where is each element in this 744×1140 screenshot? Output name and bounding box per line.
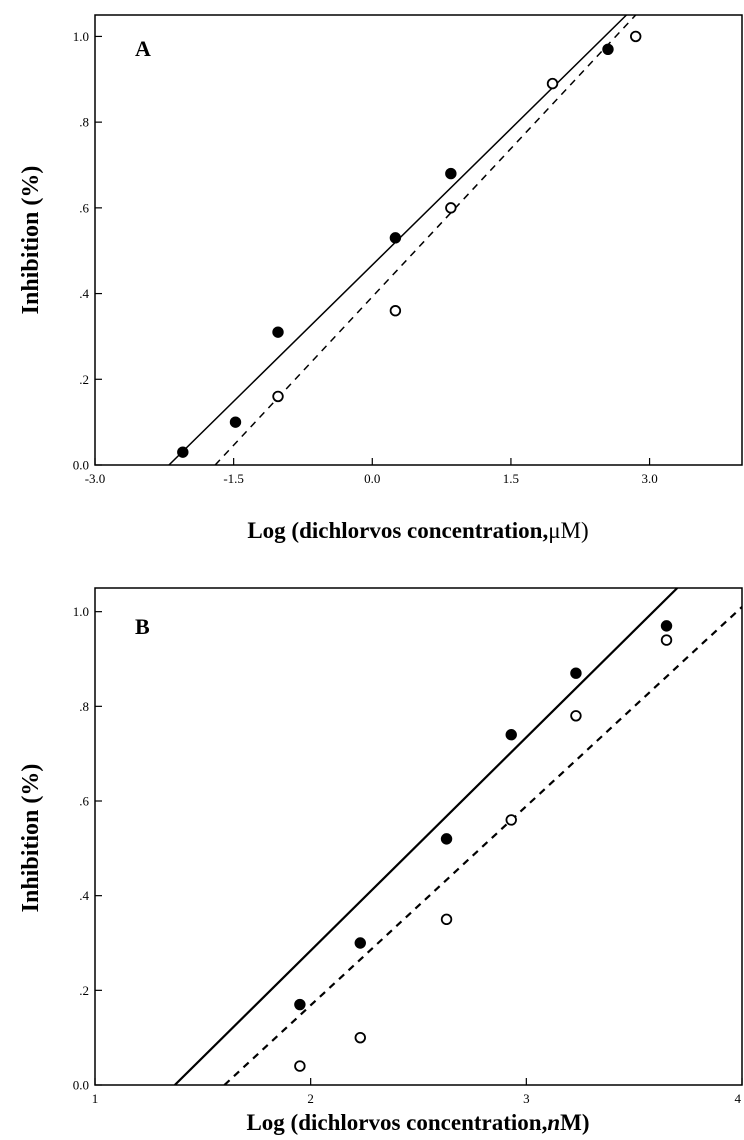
filled-data-point: [294, 998, 306, 1011]
x-tick-label: 1.5: [503, 471, 519, 486]
open-data-point: [546, 77, 559, 90]
plot-area-b: [174, 588, 742, 1085]
y-tick-label: .8: [79, 115, 89, 130]
y-tick-label: .4: [79, 286, 89, 301]
open-data-point: [660, 634, 673, 646]
x-tick-label: -3.0: [85, 471, 106, 486]
open-data-point: [445, 202, 457, 214]
x-axis-title-b-suffix: M): [560, 1110, 589, 1135]
plot-frame-a: [94, 14, 743, 466]
solid-fit-line: [174, 588, 679, 1085]
filled-data-point: [570, 667, 582, 679]
panel-label-b: B: [135, 614, 150, 639]
y-ticks-a: 0.0 .2 .4 .6 .8 1.0: [73, 29, 102, 473]
x-axis-title-a-unit: μM: [548, 518, 581, 543]
filled-data-point: [445, 167, 457, 180]
open-data-point: [294, 1060, 306, 1072]
x-axis-title-b: Log (dichlorvos concentration,nM): [246, 1110, 589, 1135]
chart-panel-a: 0.0 .2 .4 .6 .8 1.0 -3.0 -1.5 0.0 1.5 3.0 A Inhib…: [18, 14, 743, 543]
x-tick-label: 1: [92, 1091, 99, 1106]
x-tick-label: 0.0: [364, 471, 380, 486]
x-ticks-b: 1 2 3 4: [92, 1078, 743, 1106]
y-tick-label: 0.0: [73, 458, 89, 473]
dashed-fit-line: [214, 15, 637, 465]
open-data-point: [630, 30, 642, 43]
filled-data-point: [177, 446, 189, 458]
y-tick-label: 1.0: [73, 604, 89, 619]
y-tick-label: .2: [79, 372, 89, 387]
filled-data-point: [660, 620, 673, 632]
filled-data-point: [272, 326, 284, 338]
y-axis-title-b: Inhibition (%): [18, 764, 44, 913]
dashed-fit-line: [223, 606, 742, 1085]
x-tick-label: 3: [523, 1091, 530, 1106]
x-axis-title-a-suffix: ): [581, 518, 589, 543]
open-data-point: [354, 1031, 366, 1044]
y-tick-label: .4: [79, 888, 89, 903]
x-tick-label: 2: [307, 1091, 314, 1106]
open-data-point: [389, 305, 402, 317]
y-axis-title-a: Inhibition (%): [18, 166, 44, 315]
x-axis-title-b-unit: n: [547, 1110, 560, 1135]
filled-data-point: [354, 937, 366, 949]
filled-data-point: [229, 416, 242, 428]
x-tick-label: 3.0: [641, 471, 657, 486]
chart-panel-b: 0.0 .2 .4 .6 .8 1.0 1 2 3 4 B Inhibition (%) Log…: [18, 587, 743, 1135]
x-tick-label: 4: [735, 1091, 742, 1106]
y-tick-label: .2: [79, 983, 89, 998]
x-tick-label: -1.5: [223, 471, 244, 486]
open-data-point: [505, 814, 517, 826]
x-ticks-a: -3.0 -1.5 0.0 1.5 3.0: [85, 458, 658, 486]
x-axis-title-b-prefix: Log (dichlorvos concentration,: [246, 1110, 547, 1135]
filled-data-point: [505, 729, 517, 741]
y-tick-label: 1.0: [73, 29, 89, 44]
filled-data-point: [389, 232, 402, 244]
y-tick-label: .8: [79, 699, 89, 714]
panel-label-a: A: [135, 36, 151, 61]
x-axis-title-a: Log (dichlorvos concentration,μM): [247, 518, 588, 543]
y-tick-label: .6: [79, 200, 89, 215]
filled-data-point: [440, 833, 453, 845]
plot-frame-b: [94, 587, 743, 1086]
open-data-point: [272, 390, 284, 403]
y-ticks-b: 0.0 .2 .4 .6 .8 1.0: [73, 604, 102, 1093]
y-tick-label: .6: [79, 794, 89, 809]
y-tick-label: 0.0: [73, 1078, 89, 1093]
open-data-point: [570, 710, 582, 722]
x-axis-title-a-prefix: Log (dichlorvos concentration,: [247, 518, 548, 543]
open-data-point: [440, 913, 453, 926]
plot-area-a: [168, 15, 642, 465]
